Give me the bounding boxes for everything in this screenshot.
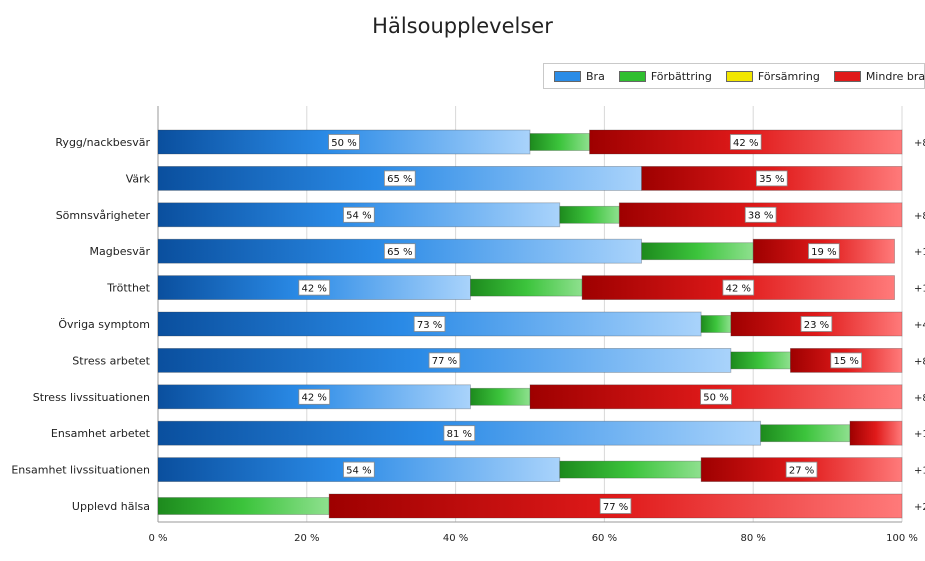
data-label: 50 %	[331, 138, 356, 149]
x-tick-label: 80 %	[740, 533, 765, 544]
data-label-box	[343, 461, 375, 478]
x-tick-label: 0 %	[148, 533, 167, 544]
legend-swatch-mindre-bra	[833, 70, 861, 82]
right-edge-label: +4	[914, 320, 925, 331]
bar-forbattring	[700, 315, 732, 333]
legend-swatch-bra	[554, 70, 581, 82]
right-edge-label: +1	[914, 247, 925, 258]
x-tick-label: 20 %	[294, 533, 319, 544]
right-edge-label: +1	[914, 429, 925, 440]
legend-label-bra: Bra	[586, 69, 605, 83]
legend-swatch-forsamring	[725, 70, 753, 82]
data-label-box	[343, 206, 375, 223]
legend-item-bra: Bra	[554, 70, 605, 83]
data-label-box	[298, 388, 331, 405]
data-label-box	[428, 352, 461, 369]
data-label: 54 %	[346, 211, 371, 222]
data-label: 65 %	[387, 174, 412, 185]
right-edge-label: +1	[914, 284, 925, 295]
chart-legend: Bra Förbättring Försämring Mindre bra	[543, 63, 925, 89]
bar-mindre-bra	[849, 420, 903, 446]
category-label: Sömnsvårigheter	[56, 209, 151, 222]
data-label: 42 %	[726, 283, 751, 294]
data-label: 50 %	[703, 393, 728, 404]
data-label-box	[443, 425, 476, 442]
legend-label-mindre-bra: Mindre bra	[865, 69, 925, 83]
category-label: Övriga symptom	[58, 318, 150, 331]
data-label-box	[599, 498, 632, 514]
data-label-box	[830, 352, 862, 369]
data-label-box	[808, 243, 840, 260]
bar-mindre-bra	[790, 347, 903, 373]
x-tick-label: 60 %	[592, 533, 617, 544]
data-label: 65 %	[387, 247, 412, 258]
bar-forbattring	[470, 278, 583, 297]
right-edge-label: +8	[914, 211, 925, 222]
x-tick-label: 100 %	[886, 533, 918, 544]
category-label: Ensamhet arbetet	[51, 427, 151, 440]
category-label: Rygg/nackbesvär	[55, 136, 150, 149]
legend-label-forbattring: Förbättring	[650, 69, 712, 83]
data-label-box	[785, 461, 818, 478]
data-label: 42 %	[733, 138, 758, 149]
bar-forbattring	[157, 497, 330, 515]
data-label-box	[328, 134, 360, 150]
category-label: Ensamhet livssituationen	[11, 464, 150, 477]
legend-item-mindre-bra: Mindre bra	[833, 69, 925, 83]
legend-label-forsamring: Försämring	[757, 69, 820, 83]
bar-forbattring	[559, 205, 620, 224]
x-tick-label: 40 %	[443, 533, 468, 544]
bar-forbattring	[760, 424, 851, 443]
category-label: Stress livssituationen	[33, 391, 150, 404]
bar-forbattring	[529, 133, 590, 151]
data-label: 27 %	[789, 465, 814, 476]
data-label: 15 %	[833, 356, 858, 367]
data-label: 42 %	[302, 283, 327, 294]
data-label-box	[744, 206, 777, 223]
data-label: 81 %	[447, 429, 472, 440]
data-label-box	[298, 279, 331, 296]
data-label: 35 %	[759, 174, 784, 185]
data-label-box	[722, 279, 755, 296]
data-label-box	[729, 134, 762, 150]
bar-forbattring	[730, 351, 791, 370]
data-label-box	[413, 316, 446, 332]
data-label: 42 %	[302, 393, 327, 404]
bar-forbattring	[559, 460, 702, 479]
data-label: 77 %	[603, 502, 628, 513]
data-label-box	[383, 243, 416, 260]
data-label-box	[383, 170, 416, 187]
right-edge-label: +8	[914, 138, 925, 149]
bar-forbattring	[470, 387, 531, 406]
data-label-box	[700, 388, 732, 405]
category-label: Värk	[126, 172, 151, 185]
data-label: 38 %	[748, 211, 773, 222]
data-label: 73 %	[417, 320, 442, 331]
category-label: Magbesvär	[90, 245, 151, 258]
data-label: 23 %	[804, 320, 829, 331]
category-label: Upplevd hälsa	[72, 500, 150, 513]
bar-forbattring	[641, 242, 754, 261]
right-edge-label: +1	[914, 466, 925, 477]
data-label: 77 %	[432, 356, 457, 367]
legend-swatch-forbattring	[618, 70, 646, 82]
right-edge-label: +8	[914, 393, 925, 404]
right-edge-label: +8	[914, 356, 925, 367]
data-label: 54 %	[346, 465, 371, 476]
right-edge-label: +2	[914, 502, 925, 513]
category-label: Stress arbetet	[72, 354, 150, 367]
legend-item-forbattring: Förbättring	[618, 69, 712, 83]
data-label: 19 %	[811, 247, 836, 258]
legend-item-forsamring: Försämring	[725, 69, 820, 83]
data-label-box	[756, 170, 788, 187]
category-label: Trötthet	[106, 282, 150, 295]
chart-title: Hälsoupplevelser	[372, 14, 553, 38]
data-label-box	[800, 316, 833, 332]
